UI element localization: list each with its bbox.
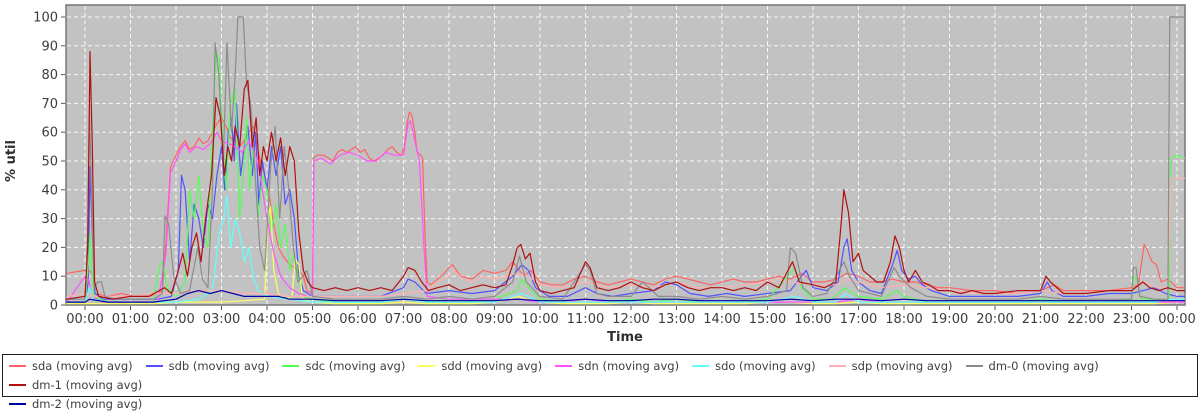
x-tick-label: 12:00 <box>612 312 649 327</box>
legend-swatch-sda-icon <box>9 364 26 367</box>
chart-figure: % util Time 0 10 20 30 40 50 60 70 80 90 100 00:00 0… <box>2 4 1198 411</box>
x-tick-label: 08:00 <box>430 312 467 327</box>
legend-swatch-sdc-icon <box>282 364 300 367</box>
legend-swatch-dm-0-icon <box>965 364 983 367</box>
legend-item-sda: sda (moving avg) <box>9 356 133 375</box>
y-tick-label: 100 <box>33 11 58 26</box>
legend-swatch-sdp-icon <box>828 364 846 367</box>
x-tick-label: 04:00 <box>248 312 285 327</box>
x-tick-label: 13:00 <box>658 312 695 327</box>
legend-swatch-sdb-icon <box>145 364 163 367</box>
y-tick-label: 30 <box>41 212 58 227</box>
x-tick-label: 01:00 <box>112 312 149 327</box>
x-tick-label: 06:00 <box>339 312 376 327</box>
series-line-sdo <box>66 195 1185 303</box>
axis-tick-labels: 0 10 20 30 40 50 60 70 80 90 100 00:00 01:00 02:00 03:… <box>33 11 1196 328</box>
y-tick-label: 90 <box>41 39 58 54</box>
series-line-sdb <box>66 102 1185 303</box>
legend-label: sdo (moving avg) <box>715 358 816 373</box>
y-tick-label: 80 <box>41 68 58 83</box>
y-axis-title: % util <box>4 140 19 182</box>
legend-swatch-sdd-icon <box>418 364 436 367</box>
legend-item-dm-1: dm-1 (moving avg) <box>9 375 142 394</box>
x-tick-label: 18:00 <box>885 312 922 327</box>
y-tick-label: 50 <box>41 155 58 170</box>
x-tick-label: 07:00 <box>385 312 422 327</box>
y-tick-label: 20 <box>41 241 58 256</box>
legend-swatch-dm-1-icon <box>9 383 26 386</box>
legend-item-sdn: sdn (moving avg) <box>555 356 679 375</box>
axis-ticks <box>61 16 1178 310</box>
x-tick-label: 05:00 <box>294 312 331 327</box>
legend-label: dm-1 (moving avg) <box>32 377 143 392</box>
series-line-dm-2 <box>66 290 1185 303</box>
legend-item-sdo: sdo (moving avg) <box>692 356 816 375</box>
x-tick-label: 21:00 <box>1022 312 1059 327</box>
x-tick-label: 10:00 <box>521 312 558 327</box>
x-tick-label: 11:00 <box>567 312 604 327</box>
x-axis-title: Time <box>607 330 643 345</box>
x-tick-label: 15:00 <box>749 312 786 327</box>
legend-label: sdc (moving avg) <box>305 358 406 373</box>
legend-label: sdn (moving avg) <box>578 358 680 373</box>
x-tick-label: 00:00 <box>66 312 103 327</box>
x-tick-label: 00:00 <box>1158 312 1195 327</box>
y-tick-label: 0 <box>50 299 58 314</box>
x-tick-label: 14:00 <box>703 312 740 327</box>
x-tick-label: 17:00 <box>840 312 877 327</box>
legend-swatch-sdn-icon <box>555 364 573 367</box>
legend-item-sdb: sdb (moving avg) <box>145 356 270 375</box>
y-tick-label: 60 <box>41 126 58 141</box>
series-lines <box>66 16 1185 305</box>
series-line-dm-0 <box>66 16 1185 300</box>
x-tick-label: 22:00 <box>1067 312 1104 327</box>
x-tick-label: 23:00 <box>1113 312 1150 327</box>
legend-item-dm-0: dm-0 (moving avg) <box>965 356 1099 375</box>
legend-label: sda (moving avg) <box>32 358 133 373</box>
x-tick-label: 02:00 <box>157 312 194 327</box>
legend-label: dm-0 (moving avg) <box>988 358 1099 373</box>
series-line-dm-1 <box>66 50 1185 300</box>
legend-label: sdb (moving avg) <box>168 358 270 373</box>
x-tick-label: 20:00 <box>976 312 1013 327</box>
x-tick-label: 16:00 <box>794 312 831 327</box>
x-tick-label: 03:00 <box>203 312 240 327</box>
legend: sda (moving avg) sdb (moving avg) sdc (mov… <box>2 354 1198 411</box>
x-tick-label: 19:00 <box>931 312 968 327</box>
legend-label: sdp (moving avg) <box>851 358 953 373</box>
series-line-sdp <box>66 177 1185 297</box>
legend-item-dm-2: dm-2 (moving avg) <box>9 394 142 413</box>
x-tick-label: 09:00 <box>476 312 513 327</box>
legend-label: dm-2 (moving avg) <box>32 396 143 411</box>
legend-item-sdp: sdp (moving avg) <box>828 356 953 375</box>
y-tick-label: 70 <box>41 97 58 112</box>
y-tick-label: 10 <box>41 270 58 285</box>
legend-label: sdd (moving avg) <box>441 358 543 373</box>
y-tick-label: 40 <box>41 183 58 198</box>
legend-swatch-sdo-icon <box>692 364 710 367</box>
legend-item-sdd: sdd (moving avg) <box>418 356 542 375</box>
legend-item-sdc: sdc (moving avg) <box>282 356 405 375</box>
legend-swatch-dm-2-icon <box>9 402 26 405</box>
